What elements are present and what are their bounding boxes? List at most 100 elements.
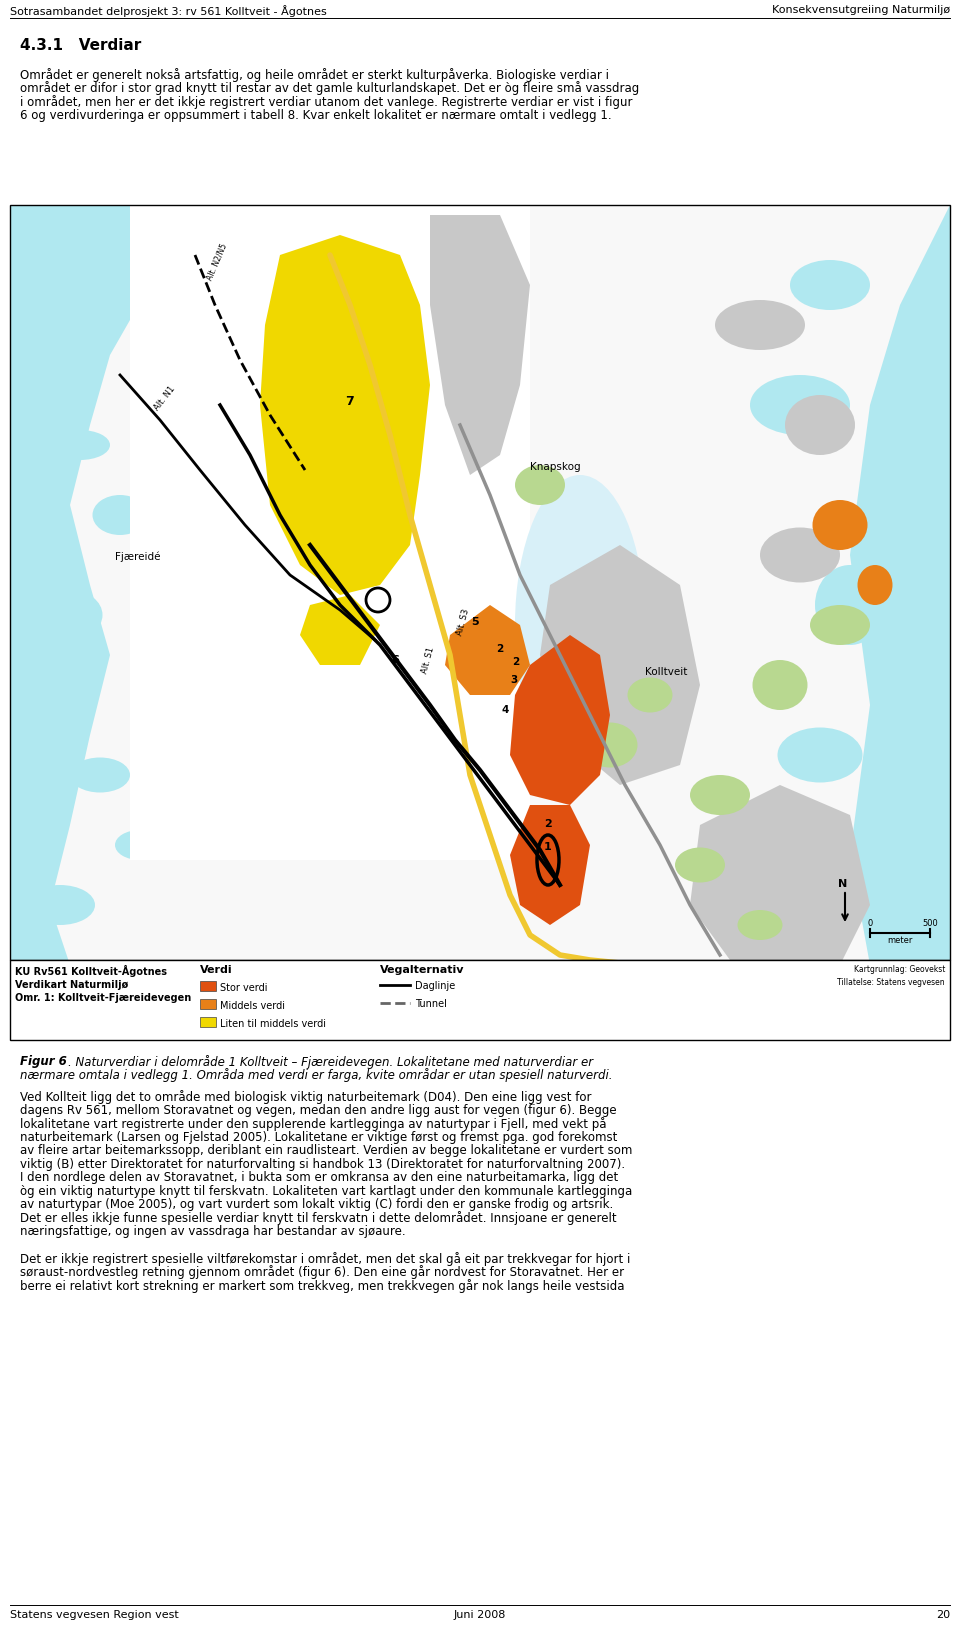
Ellipse shape — [25, 275, 95, 316]
Text: Alt. N1: Alt. N1 — [152, 384, 177, 412]
Text: 5: 5 — [471, 616, 479, 626]
Text: Vegalternativ: Vegalternativ — [380, 965, 465, 974]
Polygon shape — [300, 595, 380, 665]
Text: Figur 6: Figur 6 — [20, 1055, 67, 1068]
Text: 3: 3 — [511, 675, 517, 685]
Text: naturbeitemark (Larsen og Fjelstad 2005). Lokalitetane er viktige først og frems: naturbeitemark (Larsen og Fjelstad 2005)… — [20, 1130, 617, 1143]
Text: Knapskog: Knapskog — [530, 463, 581, 473]
Text: området er difor i stor grad knytt til restar av det gamle kulturlandskapet. Det: området er difor i stor grad knytt til r… — [20, 82, 639, 95]
Text: Området er generelt nokså artsfattig, og heile området er sterkt kulturpåverka. : Området er generelt nokså artsfattig, og… — [20, 69, 609, 82]
Text: berre ei relativt kort strekning er markert som trekkveg, men trekkvegen går nok: berre ei relativt kort strekning er mark… — [20, 1279, 625, 1293]
Text: 6: 6 — [391, 656, 399, 665]
Polygon shape — [260, 235, 430, 595]
Ellipse shape — [690, 775, 750, 814]
Ellipse shape — [550, 639, 590, 690]
Text: Verdi: Verdi — [200, 965, 232, 974]
Text: Kartgrunnlag: Geovekst
Tillatelse: Statens vegvesen: Kartgrunnlag: Geovekst Tillatelse: State… — [837, 965, 945, 986]
Text: 4: 4 — [501, 705, 509, 714]
Ellipse shape — [812, 500, 868, 549]
Text: Stor verdi: Stor verdi — [220, 983, 268, 992]
Text: Alt. S1: Alt. S1 — [420, 646, 436, 675]
Text: Juni 2008: Juni 2008 — [454, 1610, 506, 1620]
Text: N: N — [838, 880, 848, 889]
Polygon shape — [510, 634, 610, 804]
Ellipse shape — [583, 723, 637, 767]
Ellipse shape — [22, 672, 78, 718]
Ellipse shape — [25, 885, 95, 925]
Text: viktig (B) etter Direktoratet for naturforvalting si handbok 13 (Direktoratet fo: viktig (B) etter Direktoratet for naturf… — [20, 1158, 625, 1171]
Text: Det er ikkje registrert spesielle viltførekomstar i området, men det skal gå eit: Det er ikkje registrert spesielle viltfø… — [20, 1252, 631, 1265]
Text: dagens Rv 561, mellom Storavatnet og vegen, medan den andre ligg aust for vegen : dagens Rv 561, mellom Storavatnet og veg… — [20, 1104, 616, 1117]
Text: 0: 0 — [868, 919, 873, 929]
Bar — [10, 204, 950, 960]
Text: 1: 1 — [544, 842, 552, 852]
Bar — [10, 204, 950, 960]
Text: 6 og verdivurderinga er oppsummert i tabell 8. Kvar enkelt lokalitet er nærmare : 6 og verdivurderinga er oppsummert i tab… — [20, 108, 612, 121]
Ellipse shape — [115, 831, 165, 860]
Text: Tunnel: Tunnel — [415, 999, 446, 1009]
Text: 4.3.1   Verdiar: 4.3.1 Verdiar — [20, 38, 141, 52]
Polygon shape — [690, 785, 870, 965]
Ellipse shape — [810, 605, 870, 644]
Ellipse shape — [737, 911, 782, 940]
Text: Statens vegvesen Region vest: Statens vegvesen Region vest — [10, 1610, 179, 1620]
Ellipse shape — [15, 358, 65, 392]
Text: 2: 2 — [513, 657, 519, 667]
Text: Sotrasambandet delprosjekt 3: rv 561 Kolltveit - Ågotnes: Sotrasambandet delprosjekt 3: rv 561 Kol… — [10, 5, 326, 16]
Text: Alt. N2/N5: Alt. N2/N5 — [205, 242, 228, 281]
Text: 7: 7 — [346, 396, 354, 409]
Polygon shape — [850, 204, 950, 965]
Text: I den nordlege delen av Storavatnet, i bukta som er omkransa av den eine naturbe: I den nordlege delen av Storavatnet, i b… — [20, 1171, 618, 1184]
Text: Alt. S3: Alt. S3 — [455, 608, 470, 638]
Ellipse shape — [515, 476, 645, 775]
Text: nærmare omtala i vedlegg 1. Områda med verdi er farga, kvite områdar er utan spe: nærmare omtala i vedlegg 1. Områda med v… — [20, 1069, 612, 1082]
Text: Konsekvensutgreiing Naturmiljø: Konsekvensutgreiing Naturmiljø — [772, 5, 950, 15]
Text: . Naturverdiar i delområde 1 Kolltveit – Fjæreidevegen. Lokalitetane med naturve: . Naturverdiar i delområde 1 Kolltveit –… — [68, 1055, 593, 1069]
Ellipse shape — [50, 430, 110, 459]
Bar — [200, 999, 216, 1009]
Polygon shape — [510, 804, 590, 925]
Text: 2: 2 — [544, 819, 552, 829]
Ellipse shape — [515, 464, 565, 505]
Ellipse shape — [753, 661, 807, 710]
Ellipse shape — [628, 677, 673, 713]
Text: i området, men her er det ikkje registrert verdiar utanom det vanlege. Registrer: i området, men her er det ikkje registre… — [20, 95, 633, 110]
Text: næringsfattige, og ingen av vassdraga har bestandar av sjøaure.: næringsfattige, og ingen av vassdraga ha… — [20, 1225, 406, 1238]
Polygon shape — [10, 204, 150, 965]
Text: meter: meter — [887, 935, 913, 945]
Ellipse shape — [70, 757, 130, 793]
Text: Kolltveit: Kolltveit — [645, 667, 687, 677]
Ellipse shape — [37, 590, 103, 639]
Bar — [130, 204, 530, 860]
Ellipse shape — [92, 495, 148, 535]
Ellipse shape — [785, 396, 855, 455]
Polygon shape — [445, 605, 530, 695]
Text: søraust-nordvestleg retning gjennom området (figur 6). Den eine går nordvest for: søraust-nordvestleg retning gjennom områ… — [20, 1265, 624, 1280]
Ellipse shape — [675, 847, 725, 883]
Text: 2: 2 — [496, 644, 504, 654]
Text: 20: 20 — [936, 1610, 950, 1620]
Bar — [200, 981, 216, 991]
Text: òg ein viktig naturtype knytt til ferskvatn. Lokaliteten vart kartlagt under den: òg ein viktig naturtype knytt til ferskv… — [20, 1184, 633, 1197]
Text: Liten til middels verdi: Liten til middels verdi — [220, 1019, 326, 1028]
Bar — [10, 960, 950, 1040]
Ellipse shape — [815, 566, 885, 644]
Text: lokalitetane vart registrerte under den supplerende kartlegginga av naturtypar i: lokalitetane vart registrerte under den … — [20, 1117, 607, 1131]
Polygon shape — [430, 214, 530, 476]
Polygon shape — [540, 544, 700, 785]
Text: Fjæreidé: Fjæreidé — [115, 551, 160, 562]
Text: KU Rv561 Kolltveit-Ågotnes
Verdikart Naturmiljø
Omr. 1: Kolltveit-Fjæreidevegen: KU Rv561 Kolltveit-Ågotnes Verdikart Nat… — [15, 965, 191, 1004]
Text: Daglinje: Daglinje — [415, 981, 455, 991]
Ellipse shape — [715, 299, 805, 350]
Ellipse shape — [790, 260, 870, 311]
Text: 500: 500 — [923, 919, 938, 929]
Bar — [200, 1017, 216, 1027]
Ellipse shape — [837, 875, 902, 916]
Text: Det er elles ikkje funne spesielle verdiar knytt til ferskvatn i dette delområde: Det er elles ikkje funne spesielle verdi… — [20, 1212, 616, 1226]
Circle shape — [366, 589, 390, 611]
Ellipse shape — [857, 566, 893, 605]
Text: Middels verdi: Middels verdi — [220, 1001, 285, 1010]
Text: Ved Kollteit ligg det to område med biologisk viktig naturbeitemark (D04). Den e: Ved Kollteit ligg det to område med biol… — [20, 1091, 591, 1104]
Ellipse shape — [760, 528, 840, 582]
Text: av fleire artar beitemarkssopp, deriblant ein raudlisteart. Verdien av begge lok: av fleire artar beitemarkssopp, deriblan… — [20, 1144, 633, 1158]
